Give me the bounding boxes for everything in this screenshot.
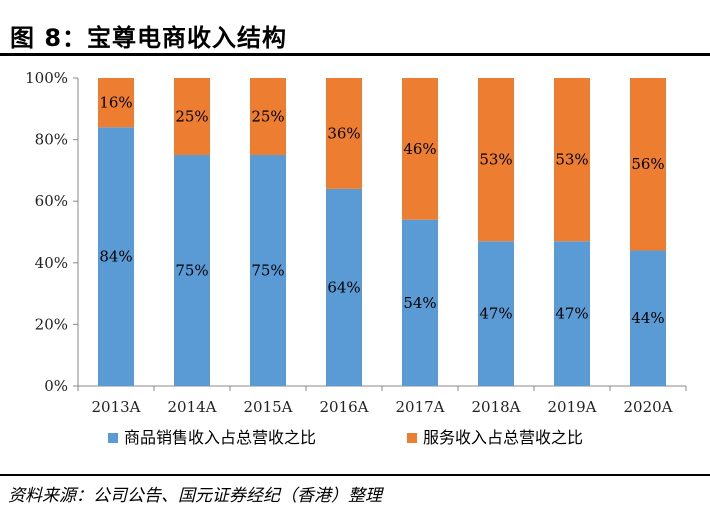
data-label-services: 36%: [327, 124, 360, 142]
y-tick-label: 100%: [25, 69, 68, 87]
data-label-goods: 64%: [327, 278, 360, 296]
bars: 84% 16% 75% 25% 75% 25% 64% 36% 54% 46% 47% 53% 47% 5…: [98, 78, 666, 386]
bar-services-2019A: [554, 78, 590, 242]
bar-goods-2017A: [402, 219, 438, 386]
stacked-bar-chart: 0%20%40%60%80%100% 2013A 2014A 2015A 2016A 2…: [25, 69, 687, 447]
legend-label-services: 服务收入占总营收之比: [423, 428, 583, 447]
data-label-services: 56%: [631, 155, 664, 173]
bar-goods-2019A: [554, 241, 590, 386]
data-label-goods: 75%: [175, 262, 208, 280]
legend: 商品销售收入占总营收之比 服务收入占总营收之比: [108, 428, 583, 447]
y-tick-label: 0%: [44, 377, 68, 395]
y-tick-label: 20%: [35, 315, 68, 333]
y-tick-label: 60%: [35, 192, 68, 210]
data-label-goods: 84%: [99, 248, 132, 266]
data-label-services: 25%: [175, 108, 208, 126]
bar-goods-2014A: [174, 155, 210, 386]
y-axis: 0% 20% 40% 60% 80% 100%: [25, 69, 79, 395]
bar-services-2017A: [402, 78, 438, 220]
bar-services-2014A: [174, 78, 210, 155]
x-tick-label: 2014A: [167, 398, 216, 416]
y-tick-label: 80%: [35, 131, 68, 149]
data-label-goods: 47%: [479, 305, 512, 323]
figure-title: 图 8：宝尊电商收入结构: [10, 24, 288, 52]
legend-label-goods: 商品销售收入占总营收之比: [124, 428, 316, 447]
x-tick-label: 2018A: [471, 398, 520, 416]
bar-goods-2020A: [630, 250, 666, 386]
data-label-services: 46%: [403, 140, 436, 158]
data-label-services: 53%: [555, 151, 588, 169]
data-label-services: 53%: [479, 151, 512, 169]
x-tick-label: 2013A: [91, 398, 140, 416]
bar-goods-2016A: [326, 188, 362, 386]
x-tick-label: 2015A: [243, 398, 292, 416]
data-label-goods: 75%: [251, 262, 284, 280]
bar-services-2018A: [478, 78, 514, 242]
data-label-goods: 44%: [631, 309, 664, 327]
legend-swatch-services: [407, 433, 417, 443]
data-label-goods: 54%: [403, 294, 436, 312]
bar-goods-2015A: [250, 155, 286, 386]
x-tick-label: 2019A: [547, 398, 596, 416]
y-tick-label: 40%: [35, 254, 68, 272]
x-axis: 2013A 2014A 2015A 2016A 2017A 2018A 2019A 2020A: [77, 385, 687, 416]
bar-services-2015A: [250, 78, 286, 155]
source-note: 资料来源：公司公告、国元证券经纪（香港）整理: [8, 486, 382, 506]
bar-goods-2013A: [98, 127, 134, 386]
legend-swatch-goods: [108, 433, 118, 443]
bar-services-2020A: [630, 78, 666, 251]
bar-services-2016A: [326, 78, 362, 189]
x-tick-label: 2016A: [319, 398, 368, 416]
x-tick-label: 2020A: [623, 398, 672, 416]
bar-services-2013A: [98, 78, 134, 128]
x-tick-label: 2017A: [395, 398, 444, 416]
data-label-services: 25%: [251, 108, 284, 126]
source-rule: [0, 474, 710, 476]
title-rule: [0, 53, 710, 56]
data-label-goods: 47%: [555, 305, 588, 323]
data-label-services: 16%: [99, 94, 132, 112]
bar-goods-2018A: [478, 241, 514, 386]
